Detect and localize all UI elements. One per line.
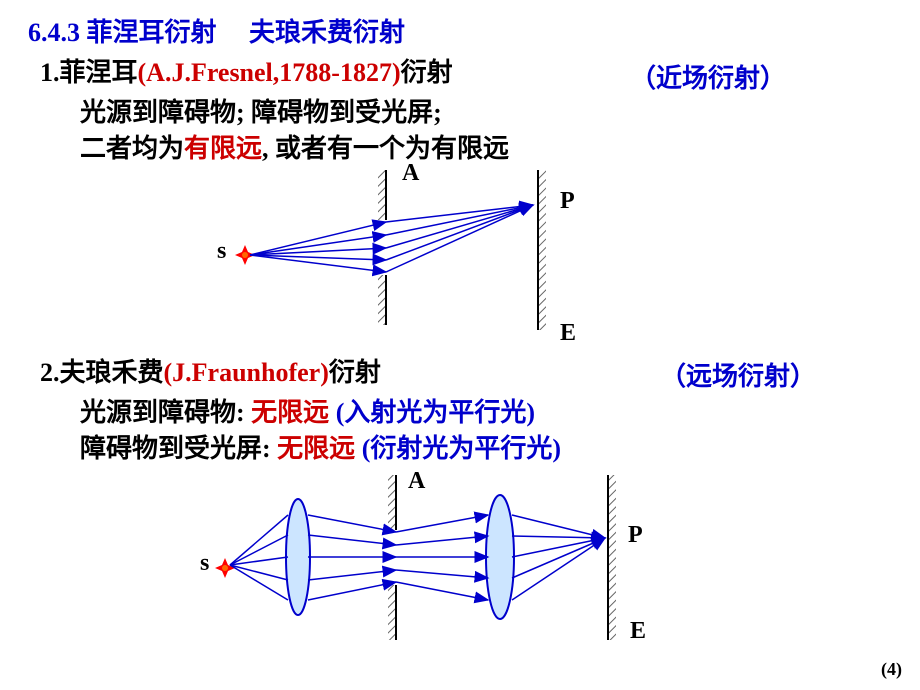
fresnel-diagram — [200, 160, 760, 340]
section1-suffix: 衍射 — [401, 58, 453, 87]
diagram2-A-label: A — [408, 468, 425, 495]
section1-note: （近场衍射） — [630, 58, 786, 95]
section1-line2a: 二者均为 — [80, 134, 184, 163]
section1-num: 1. — [40, 58, 60, 87]
section2-num: 2. — [40, 358, 60, 387]
section2-line1: 光源到障碍物: 无限远 (入射光为平行光) — [80, 392, 535, 429]
section1-name: 菲涅耳 — [60, 58, 138, 87]
section2-line2c: (衍射光为平行光) — [355, 434, 561, 463]
page-number: (4) — [881, 659, 902, 680]
section2-line2a: 障碍物到受光屏: — [80, 434, 277, 463]
diagram1-P-label: P — [560, 188, 575, 215]
section2-note: （远场衍射） — [660, 356, 816, 393]
section-title: 6.4.3 菲涅耳衍射 夫琅禾费衍射 — [28, 12, 405, 49]
section2-paren: (J.Fraunhofer) — [164, 358, 329, 387]
section2-suffix: 衍射 — [329, 358, 381, 387]
section1-line2b: 有限远 — [184, 134, 262, 163]
diagram1-A-label: A — [402, 160, 419, 187]
diagram1-E-label: E — [560, 320, 576, 347]
fraunhofer-diagram — [170, 460, 790, 650]
section2-heading: 2.夫琅禾费(J.Fraunhofer)衍射 — [40, 352, 381, 389]
diagram2-E-label: E — [630, 618, 646, 645]
diagram1-s-label: s — [217, 238, 226, 265]
section1-heading: 1.菲涅耳(A.J.Fresnel,1788-1827)衍射 — [40, 52, 453, 89]
section2-line2b: 无限远 — [277, 434, 355, 463]
diagram2-s-label: s — [200, 550, 209, 577]
diagram2-P-label: P — [628, 522, 643, 549]
section2-line1b: 无限远 — [251, 398, 329, 427]
section1-line1: 光源到障碍物; 障碍物到受光屏; — [80, 92, 442, 129]
section1-line2c: , 或者有一个为有限远 — [262, 134, 509, 163]
section2-line1a: 光源到障碍物: — [80, 398, 251, 427]
section1-paren: (A.J.Fresnel,1788-1827) — [138, 58, 401, 87]
section2-name: 夫琅禾费 — [60, 358, 164, 387]
section2-line1c: (入射光为平行光) — [329, 398, 535, 427]
